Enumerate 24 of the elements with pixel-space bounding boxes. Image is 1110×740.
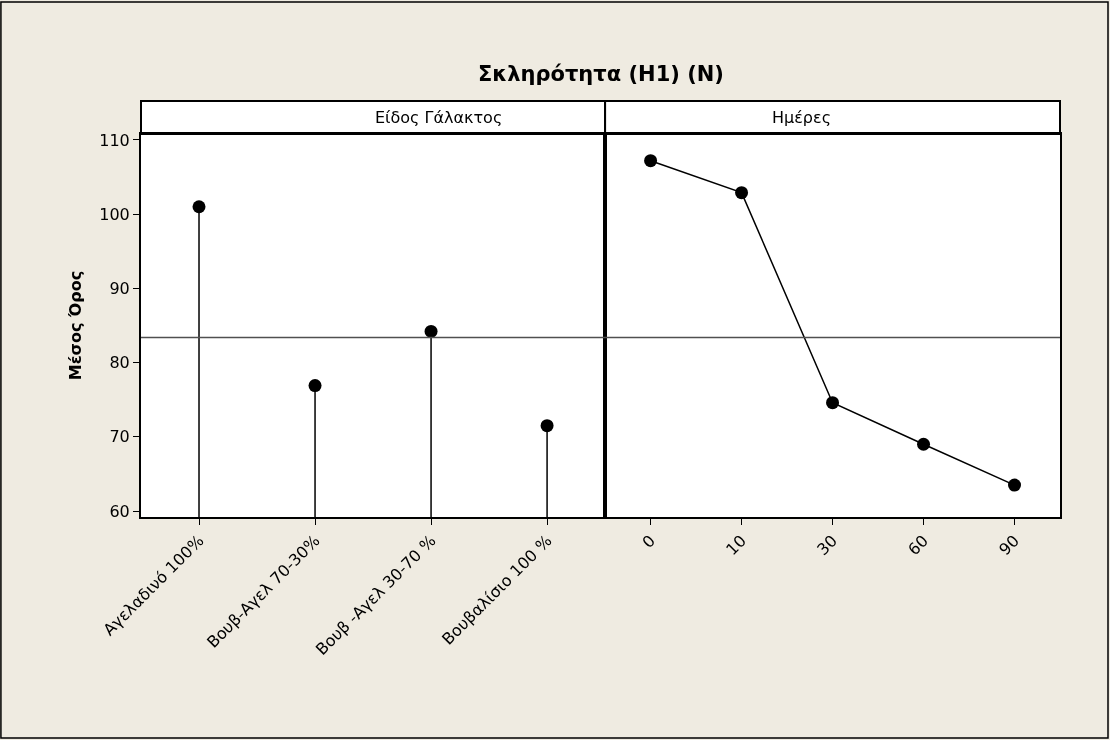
x-tick-label: 60	[904, 531, 933, 560]
y-tick-label: 100	[99, 204, 130, 224]
y-tick-label: 70	[109, 427, 130, 447]
y-tick-label: 60	[109, 501, 130, 521]
x-tick-label: 10	[722, 531, 751, 560]
y-tick-label: 110	[99, 130, 130, 150]
point	[917, 437, 931, 451]
point	[540, 419, 554, 433]
point	[735, 186, 749, 200]
y-axis-title: Μέσος Όρος	[65, 270, 85, 381]
chart-subtitle: Ημέρες	[772, 108, 832, 127]
x-tick-label: 0	[638, 531, 660, 552]
point	[1008, 478, 1021, 492]
y-tick-label: 90	[109, 278, 130, 298]
point	[308, 379, 322, 393]
point	[424, 324, 438, 338]
chart-subtitle: Είδος Γάλακτος	[375, 108, 503, 127]
chart-title: Σκληρότητα (H1) (N)	[478, 62, 724, 86]
point	[192, 200, 206, 214]
point	[826, 396, 840, 410]
point	[644, 154, 658, 168]
y-tick-label: 80	[109, 353, 130, 373]
x-tick-label: 30	[813, 531, 842, 560]
x-tick-label: 90	[995, 531, 1023, 560]
